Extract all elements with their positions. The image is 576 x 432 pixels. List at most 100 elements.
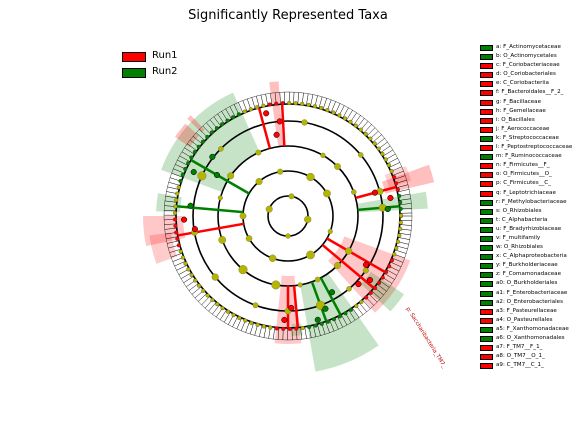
leaf-node	[395, 239, 401, 244]
taxa-key-label: a9: C_TM7__C_1_	[496, 362, 544, 369]
taxa-key-label: t: C_Alphabacteria	[496, 216, 548, 223]
leaf-node	[225, 309, 231, 314]
leaf-branch	[371, 290, 381, 299]
leaf-node	[386, 163, 392, 168]
leaf-node	[389, 169, 394, 174]
leaf-branch	[346, 110, 353, 121]
leaf-branch	[206, 122, 215, 132]
taxa-key-label: e: C_Coriobacteriia	[496, 80, 549, 87]
highlighted-branch	[176, 204, 244, 214]
leaf-branch	[362, 299, 371, 309]
leaf-node	[236, 112, 241, 117]
inner-node	[245, 235, 253, 242]
highlighted-branch	[257, 107, 272, 149]
leaf-node	[178, 179, 183, 184]
taxa-key-label: a8: O_TM7__O_1_	[496, 353, 545, 360]
taxa-key-swatch	[480, 245, 493, 252]
leaf-node	[380, 151, 385, 157]
taxa-key-label: s: O_Rhizobiales	[496, 207, 542, 214]
taxa-key-swatch	[480, 72, 493, 79]
leaf-branch	[242, 100, 248, 112]
leaf-branch	[270, 93, 273, 106]
leaf-node	[230, 115, 236, 120]
taxon-node	[187, 202, 194, 209]
inner-node	[255, 178, 263, 185]
leaf-node	[281, 326, 286, 331]
taxa-key-label: y: F_Burkholderiaceae	[496, 262, 558, 269]
taxon-node	[355, 281, 362, 288]
taxa-key-label: a3: F_Pasteurellaceae	[496, 307, 557, 314]
leaf-node	[189, 155, 194, 160]
leaf-node	[380, 275, 385, 280]
leaf-branch	[169, 248, 182, 253]
leaf-node	[189, 272, 194, 278]
taxa-key-swatch	[480, 117, 493, 124]
taxa-key-label: g: F_Bacillaceae	[496, 98, 542, 105]
leaf-branch	[390, 261, 402, 268]
taxa-key-swatch	[480, 326, 493, 333]
leaf-branch	[395, 245, 408, 250]
leaf-branch	[397, 189, 410, 193]
leaf-branch	[174, 260, 186, 267]
leaf-node	[249, 320, 254, 325]
leaf-node	[196, 144, 201, 149]
leaf-node	[205, 293, 210, 298]
taxa-key-swatch	[480, 217, 493, 224]
taxa-key-swatch	[480, 90, 493, 97]
leaf-node	[342, 116, 348, 121]
leaf-branch	[386, 269, 397, 276]
taxa-key-label: a0: O_Burkholderiales	[496, 280, 558, 287]
taxon-node	[181, 216, 188, 223]
leaf-node	[254, 105, 260, 110]
leaf-branch	[391, 257, 404, 263]
leaf-node	[220, 122, 225, 127]
leaf-branch	[170, 252, 183, 258]
taxa-key-label: c: F_Coriobacteriaceae	[496, 62, 560, 69]
leaf-node	[354, 303, 359, 309]
leaf-node	[200, 139, 205, 144]
leaf-branch	[236, 317, 242, 330]
inner-node	[323, 189, 331, 198]
leaf-branch	[256, 96, 260, 108]
leaf-node	[319, 321, 324, 326]
inner-node	[304, 215, 312, 224]
leaf-branch	[325, 321, 330, 333]
taxa-key-label: x: C_Alphaproteobacteria	[496, 253, 567, 260]
leaf-branch	[213, 116, 222, 127]
leaf-node	[398, 220, 403, 225]
highlighted-branch	[280, 104, 286, 147]
leaf-branch	[396, 184, 409, 189]
taxon-node	[213, 171, 221, 179]
inner-node	[218, 236, 227, 244]
leaf-branch	[184, 147, 195, 155]
taxa-key-swatch	[480, 99, 493, 106]
taxon-node	[276, 118, 283, 125]
leaf-node	[178, 249, 183, 254]
leaf-node	[313, 323, 318, 328]
leaf-node	[331, 110, 336, 115]
taxa-key-label: z: F_Comamonadaceae	[496, 271, 562, 278]
leaf-branch	[358, 302, 367, 312]
chart-title: Significantly Represented Taxa	[188, 8, 388, 23]
leaf-node	[287, 326, 292, 332]
leaf-node	[397, 233, 402, 238]
leaf-node	[398, 226, 403, 232]
leaf-branch	[380, 145, 391, 153]
leaf-branch	[399, 203, 412, 205]
leaf-branch	[398, 198, 411, 201]
taxa-key-swatch	[480, 172, 493, 179]
leaf-node	[242, 109, 247, 114]
leaf-node	[248, 107, 253, 112]
leaf-node	[368, 136, 373, 141]
taxa-key-swatch	[480, 145, 493, 152]
leaf-node	[201, 288, 206, 293]
inner-node	[297, 282, 303, 288]
inner-node	[268, 254, 277, 262]
leaf-node	[197, 283, 202, 288]
legend-swatch-run2	[122, 68, 146, 78]
leaf-node	[377, 280, 382, 285]
inner-node	[346, 286, 352, 292]
leaf-node	[300, 325, 305, 331]
leaf-branch	[273, 327, 275, 340]
